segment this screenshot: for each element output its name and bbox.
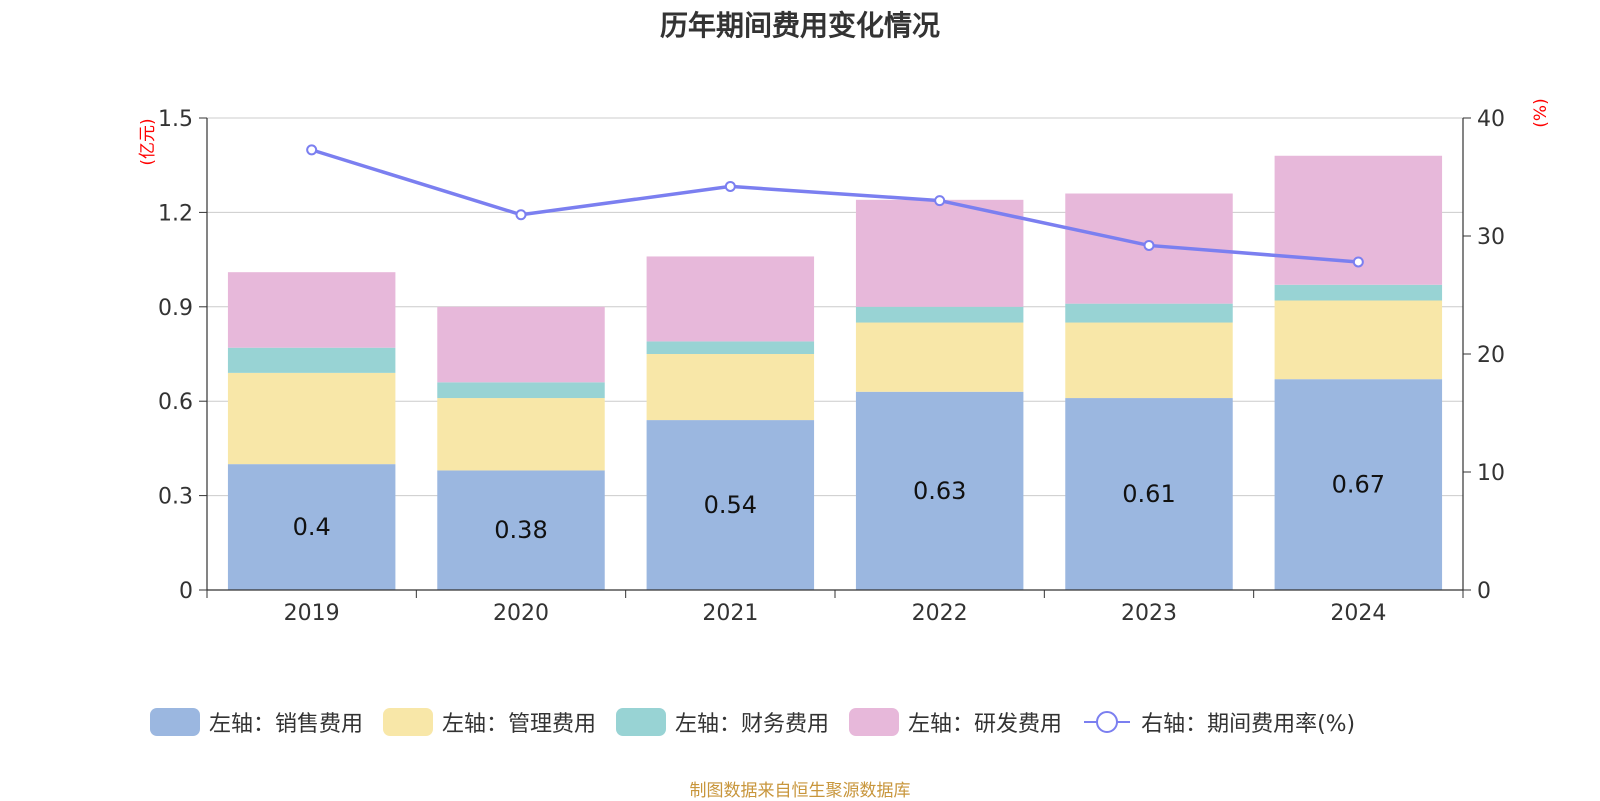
legend-swatch <box>150 708 200 736</box>
left-axis-tick-label: 0 <box>179 579 193 604</box>
bar-segment <box>646 256 815 342</box>
legend: 左轴：销售费用 左轴：管理费用 左轴：财务费用 左轴：研发费用 右轴：期间费用率(%) <box>150 704 1375 740</box>
legend-swatch <box>383 708 434 736</box>
data-labels: 0.4 0.38 0.54 0.63 0.61 0.67 <box>293 471 1385 545</box>
bar-segment <box>437 306 605 383</box>
legend-line-marker-icon <box>1084 711 1131 733</box>
legend-item[interactable]: 左轴：财务费用 <box>616 706 829 738</box>
rate-line-point <box>1352 256 1364 268</box>
right-axis-tick-label: 10 <box>1477 461 1505 486</box>
x-axis-tick-label: 2023 <box>1121 601 1177 626</box>
rate-line-path <box>311 148 1359 264</box>
rate-line-point <box>306 144 318 156</box>
legend-item[interactable]: 右轴：期间费用率(%) <box>1082 706 1355 738</box>
bar-segment <box>437 398 605 471</box>
legend-label: 右轴：期间费用率(%) <box>1141 712 1356 737</box>
gridlines <box>207 117 1463 497</box>
bar-segment <box>646 341 815 354</box>
legend-item[interactable]: 左轴：销售费用 <box>150 706 363 738</box>
legend-label: 左轴：财务费用 <box>675 712 830 737</box>
x-axis-tick-label: 2020 <box>493 601 549 626</box>
left-axis-unit-label: (亿元) <box>138 118 158 165</box>
left-axis-tick-label: 1.5 <box>158 107 193 132</box>
legend-label: 左轴：管理费用 <box>442 712 597 737</box>
bar-segment <box>437 470 605 590</box>
bar-segment <box>855 391 1024 590</box>
legend-swatch <box>616 708 667 736</box>
rate-line-point <box>724 180 736 192</box>
right-axis-tick-label: 40 <box>1477 107 1505 132</box>
bar-segment <box>855 322 1024 392</box>
bar-segment <box>227 464 396 590</box>
bars <box>227 155 1443 590</box>
bar-value-label: 0.61 <box>1122 480 1175 508</box>
rate-line-point <box>515 209 527 221</box>
bar-value-label: 0.54 <box>704 491 757 519</box>
chart-area: 0 0.3 0.6 0.9 1.2 1.5 0 10 20 30 40 2019 2020 2021 202… <box>138 98 1551 626</box>
rate-line-point <box>934 195 946 207</box>
x-axis-tick-label: 2022 <box>912 601 968 626</box>
bar-segment <box>1274 284 1443 301</box>
bar-segment <box>1065 322 1233 399</box>
bar-segment <box>1274 300 1443 380</box>
rate-line-point <box>1143 239 1155 251</box>
legend-swatch <box>849 708 900 736</box>
x-axis-tick-label: 2024 <box>1330 601 1386 626</box>
chart-title: 历年期间费用变化情况 <box>659 9 940 42</box>
bar-segment <box>227 347 396 373</box>
right-axis-unit-label: (%) <box>1531 98 1551 127</box>
bar-segment <box>646 354 815 421</box>
bar-segment <box>855 199 1024 307</box>
bar-value-label: 0.4 <box>293 513 331 541</box>
x-axis-tick-label: 2019 <box>284 601 340 626</box>
bar-segment <box>227 272 396 348</box>
left-axis-tick-label: 0.9 <box>158 296 193 321</box>
axes: 0 0.3 0.6 0.9 1.2 1.5 0 10 20 30 40 2019 2020 2021 202… <box>138 98 1551 626</box>
right-axis-tick-label: 0 <box>1477 579 1491 604</box>
legend-line-circle <box>1096 711 1119 733</box>
bar-segment <box>437 382 605 399</box>
left-axis-tick-label: 0.3 <box>158 485 193 510</box>
legend-item[interactable]: 左轴：管理费用 <box>383 706 596 738</box>
rate-line <box>306 144 1364 268</box>
legend-label: 左轴：研发费用 <box>908 712 1063 737</box>
bar-segment <box>646 420 815 590</box>
bar-segment <box>1065 303 1233 323</box>
bar-segment <box>855 306 1024 323</box>
right-axis-tick-label: 20 <box>1477 343 1505 368</box>
legend-label: 左轴：销售费用 <box>209 712 364 737</box>
legend-item[interactable]: 左轴：研发费用 <box>849 706 1062 738</box>
bar-segment <box>1065 398 1233 590</box>
bar-value-label: 0.67 <box>1332 471 1385 499</box>
bar-value-label: 0.63 <box>913 477 966 505</box>
right-axis-tick-label: 30 <box>1477 225 1505 250</box>
left-axis-tick-label: 0.6 <box>158 390 193 415</box>
bar-segment <box>227 372 396 465</box>
x-axis-tick-label: 2021 <box>702 601 758 626</box>
bar-segment <box>1274 379 1443 590</box>
left-axis-tick-label: 1.2 <box>158 201 193 226</box>
source-note: 制图数据来自恒生聚源数据库 <box>689 781 911 801</box>
bar-value-label: 0.38 <box>494 516 547 544</box>
